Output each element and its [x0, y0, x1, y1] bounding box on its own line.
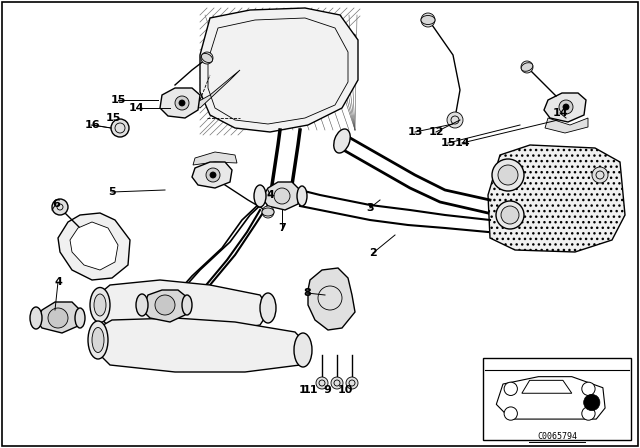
Circle shape	[206, 168, 220, 182]
Circle shape	[563, 104, 569, 110]
Circle shape	[316, 377, 328, 389]
Ellipse shape	[90, 288, 110, 323]
Text: 14: 14	[552, 108, 568, 118]
Ellipse shape	[294, 333, 312, 367]
Circle shape	[52, 199, 68, 215]
Circle shape	[331, 377, 343, 389]
Polygon shape	[36, 302, 80, 333]
Circle shape	[504, 407, 517, 420]
Text: 10: 10	[337, 385, 353, 395]
Polygon shape	[95, 318, 310, 372]
Circle shape	[155, 295, 175, 315]
Polygon shape	[262, 182, 300, 210]
Ellipse shape	[94, 294, 106, 316]
Text: 6: 6	[52, 199, 60, 209]
Ellipse shape	[421, 16, 435, 25]
Ellipse shape	[88, 321, 108, 359]
Text: 12: 12	[428, 127, 444, 137]
Polygon shape	[200, 8, 358, 132]
Circle shape	[498, 165, 518, 185]
Circle shape	[504, 382, 517, 396]
Circle shape	[592, 167, 608, 183]
Ellipse shape	[182, 295, 192, 315]
Polygon shape	[545, 118, 588, 133]
Ellipse shape	[75, 308, 85, 328]
Polygon shape	[205, 12, 355, 128]
Ellipse shape	[521, 63, 533, 71]
Circle shape	[447, 112, 463, 128]
Ellipse shape	[333, 129, 350, 153]
Text: 4: 4	[266, 190, 274, 200]
Text: 15: 15	[440, 138, 456, 148]
Text: 5: 5	[108, 187, 116, 197]
Polygon shape	[193, 152, 237, 165]
Circle shape	[274, 188, 290, 204]
Circle shape	[559, 100, 573, 114]
Ellipse shape	[297, 186, 307, 206]
Polygon shape	[544, 93, 586, 122]
Text: 4: 4	[54, 277, 62, 287]
Text: 2: 2	[369, 248, 377, 258]
Circle shape	[582, 382, 595, 396]
Circle shape	[582, 407, 595, 420]
Circle shape	[175, 96, 189, 110]
Circle shape	[201, 52, 213, 64]
Text: 3: 3	[366, 203, 374, 213]
Circle shape	[421, 13, 435, 27]
Circle shape	[584, 394, 600, 411]
Circle shape	[346, 377, 358, 389]
Text: 16: 16	[85, 120, 101, 130]
Polygon shape	[58, 213, 130, 280]
Circle shape	[496, 201, 524, 229]
Circle shape	[210, 172, 216, 178]
Polygon shape	[308, 268, 355, 330]
Ellipse shape	[92, 327, 104, 353]
Circle shape	[492, 159, 524, 191]
Ellipse shape	[262, 208, 274, 216]
Polygon shape	[192, 70, 240, 108]
Circle shape	[111, 119, 129, 137]
Text: 15: 15	[110, 95, 125, 105]
Text: 13: 13	[407, 127, 422, 137]
Polygon shape	[98, 280, 270, 335]
Polygon shape	[488, 145, 625, 252]
Circle shape	[179, 100, 185, 106]
Circle shape	[48, 308, 68, 328]
Polygon shape	[142, 290, 188, 322]
Ellipse shape	[260, 293, 276, 323]
Circle shape	[521, 61, 533, 73]
Text: 11: 11	[302, 385, 317, 395]
Polygon shape	[70, 222, 118, 270]
Ellipse shape	[202, 53, 212, 63]
Text: 7: 7	[278, 223, 286, 233]
Text: C0065794: C0065794	[537, 431, 577, 440]
Text: 8: 8	[303, 288, 311, 298]
Text: 15: 15	[106, 113, 121, 123]
Text: 14: 14	[128, 103, 144, 113]
Circle shape	[501, 206, 519, 224]
Polygon shape	[192, 162, 232, 188]
Ellipse shape	[254, 185, 266, 207]
Text: 1: 1	[299, 385, 307, 395]
Bar	[483, 358, 631, 440]
Polygon shape	[160, 88, 200, 118]
Circle shape	[262, 206, 274, 218]
Text: 9: 9	[323, 385, 331, 395]
Ellipse shape	[30, 307, 42, 329]
Ellipse shape	[136, 294, 148, 316]
Text: 14: 14	[454, 138, 470, 148]
